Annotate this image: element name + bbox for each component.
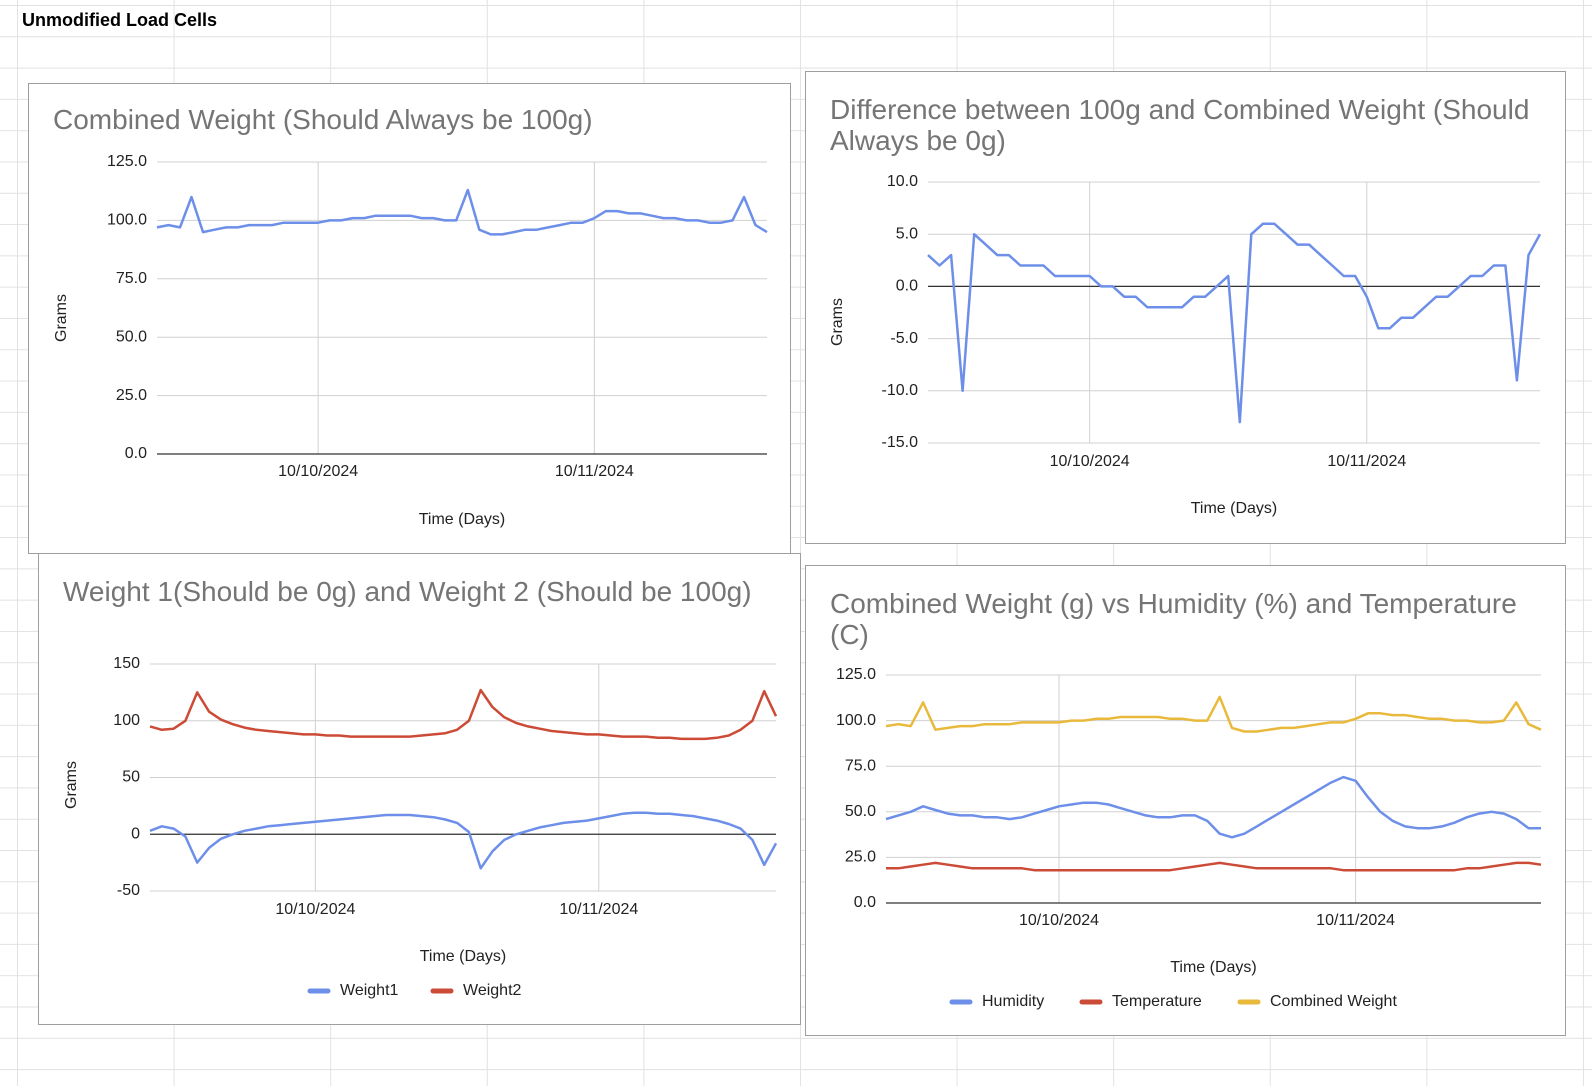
x-tick-label: 10/10/2024	[1019, 912, 1099, 929]
y-tick-label: 10.0	[887, 173, 918, 190]
y-tick-label: 5.0	[896, 225, 918, 242]
y-axis-title: Grams	[53, 294, 70, 342]
x-tick-label: 10/11/2024	[1327, 453, 1406, 470]
x-tick-label: 10/10/2024	[275, 901, 355, 918]
chart-frame	[805, 71, 1566, 544]
y-tick-label: 75.0	[116, 270, 147, 287]
legend-label: Temperature	[1112, 993, 1202, 1010]
data-line	[885, 775, 1541, 839]
legend-label: Humidity	[982, 993, 1044, 1010]
chart-title: Weight 1(Should be 0g) and Weight 2 (Sho…	[63, 576, 752, 607]
data-line	[149, 811, 778, 870]
chart-title: Combined Weight (g) vs Humidity (%) and …	[830, 588, 1517, 650]
data-line	[927, 222, 1542, 424]
data-line	[886, 861, 1542, 872]
x-tick-label: 10/10/2024	[278, 463, 358, 480]
x-axis-title: Time (Days)	[1170, 959, 1257, 976]
data-line	[149, 688, 778, 741]
y-tick-label: 25.0	[845, 849, 876, 866]
data-line	[885, 695, 1542, 733]
y-tick-label: 0	[131, 825, 140, 842]
legend-label: Weight1	[340, 982, 399, 999]
y-tick-label: -5.0	[890, 330, 918, 347]
y-tick-label: 100	[113, 712, 140, 729]
y-tick-label: 125.0	[836, 666, 876, 683]
legend-label: Combined Weight	[1270, 993, 1397, 1010]
x-tick-label: 10/11/2024	[559, 901, 638, 918]
x-tick-label: 10/10/2024	[1050, 453, 1130, 470]
y-tick-label: 0.0	[896, 278, 918, 295]
y-tick-label: 125.0	[107, 153, 147, 170]
y-tick-label: 150	[113, 655, 140, 672]
y-tick-label: 25.0	[116, 387, 147, 404]
x-axis-title: Time (Days)	[420, 948, 507, 965]
y-tick-label: 100.0	[107, 212, 147, 229]
x-axis-title: Time (Days)	[1191, 500, 1278, 517]
x-tick-label: 10/11/2024	[555, 463, 634, 480]
data-line	[156, 188, 768, 236]
y-tick-label: 0.0	[125, 445, 147, 462]
y-tick-label: -50	[117, 882, 140, 899]
y-tick-label: -10.0	[882, 382, 919, 399]
chart-title: Combined Weight (Should Always be 100g)	[53, 104, 593, 135]
y-tick-label: 50.0	[845, 803, 876, 820]
chart-title: Difference between 100g and Combined Wei…	[830, 94, 1530, 156]
y-tick-label: 100.0	[836, 712, 876, 729]
x-tick-label: 10/11/2024	[1316, 912, 1395, 929]
y-axis-title: Grams	[63, 761, 80, 809]
y-tick-label: -15.0	[882, 434, 919, 451]
x-axis-title: Time (Days)	[419, 511, 506, 528]
legend-label: Weight2	[463, 982, 522, 999]
y-tick-label: 0.0	[854, 894, 876, 911]
y-tick-label: 75.0	[845, 757, 876, 774]
y-tick-label: 50	[122, 769, 140, 786]
chart-frame	[805, 565, 1566, 1036]
chart-frame	[38, 553, 801, 1025]
y-axis-title: Grams	[829, 298, 846, 346]
y-tick-label: 50.0	[116, 328, 147, 345]
sheet-header: Unmodified Load Cells	[22, 10, 218, 30]
